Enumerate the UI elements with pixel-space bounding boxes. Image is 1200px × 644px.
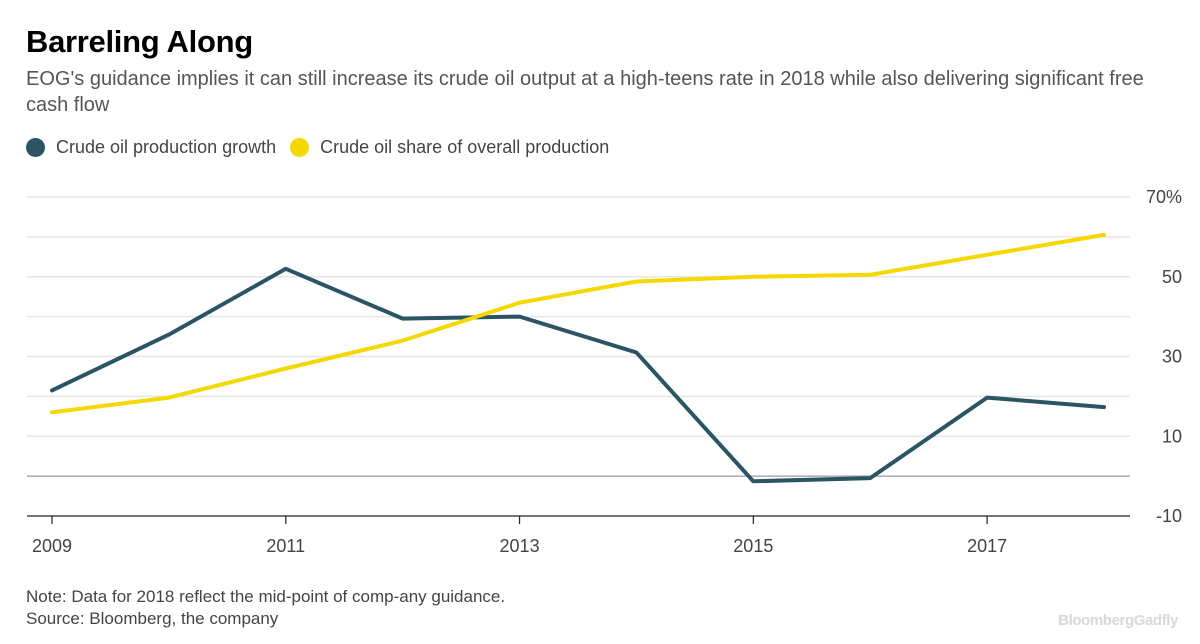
y-tick-label: -10	[1156, 506, 1182, 526]
x-tick-label: 2011	[266, 536, 305, 556]
y-tick-label: 10	[1162, 426, 1182, 446]
tick-labels: 70% 50 30 10 -10 2009 2011 2013 2015 2017	[32, 187, 1182, 556]
series-lines	[50, 232, 1106, 484]
legend-label: Crude oil production growth	[56, 137, 277, 157]
chart-title: Barreling Along	[26, 24, 253, 59]
y-tick-label: 30	[1162, 347, 1182, 367]
legend-dot-icon	[26, 138, 45, 157]
legend-label: Crude oil share of overall production	[320, 137, 610, 157]
note-text: Note: Data for 2018 reflect the mid-poin…	[26, 587, 506, 606]
brand-logo: BloombergGadfly	[1058, 612, 1178, 629]
brand-gadfly: Gadfly	[1133, 612, 1179, 629]
x-tick-label: 2017	[967, 536, 1007, 556]
chart-footnote: Note: Data for 2018 reflect the mid-poin…	[26, 586, 505, 630]
chart-subtitle: EOG's guidance implies it can still incr…	[26, 68, 1144, 116]
x-tick-label: 2015	[733, 536, 773, 556]
legend-item-production-growth: Crude oil production growth	[26, 137, 276, 158]
legend-item-crude-share: Crude oil share of overall production	[290, 137, 609, 158]
y-tick-label: 70%	[1146, 187, 1182, 207]
series-line-crude-share	[50, 232, 1106, 415]
chart-legend: Crude oil production growth Crude oil sh…	[26, 137, 623, 158]
x-tick-label: 2013	[500, 536, 540, 556]
x-tick-label: 2009	[32, 536, 72, 556]
gridlines	[27, 196, 1130, 477]
brand-bloomberg: Bloomberg	[1058, 612, 1134, 629]
series-line-production-growth	[50, 266, 1106, 484]
legend-dot-icon	[290, 138, 310, 157]
source-text: Source: Bloomberg, the company	[26, 609, 279, 628]
axes	[27, 515, 1130, 524]
y-tick-label: 50	[1162, 267, 1182, 287]
